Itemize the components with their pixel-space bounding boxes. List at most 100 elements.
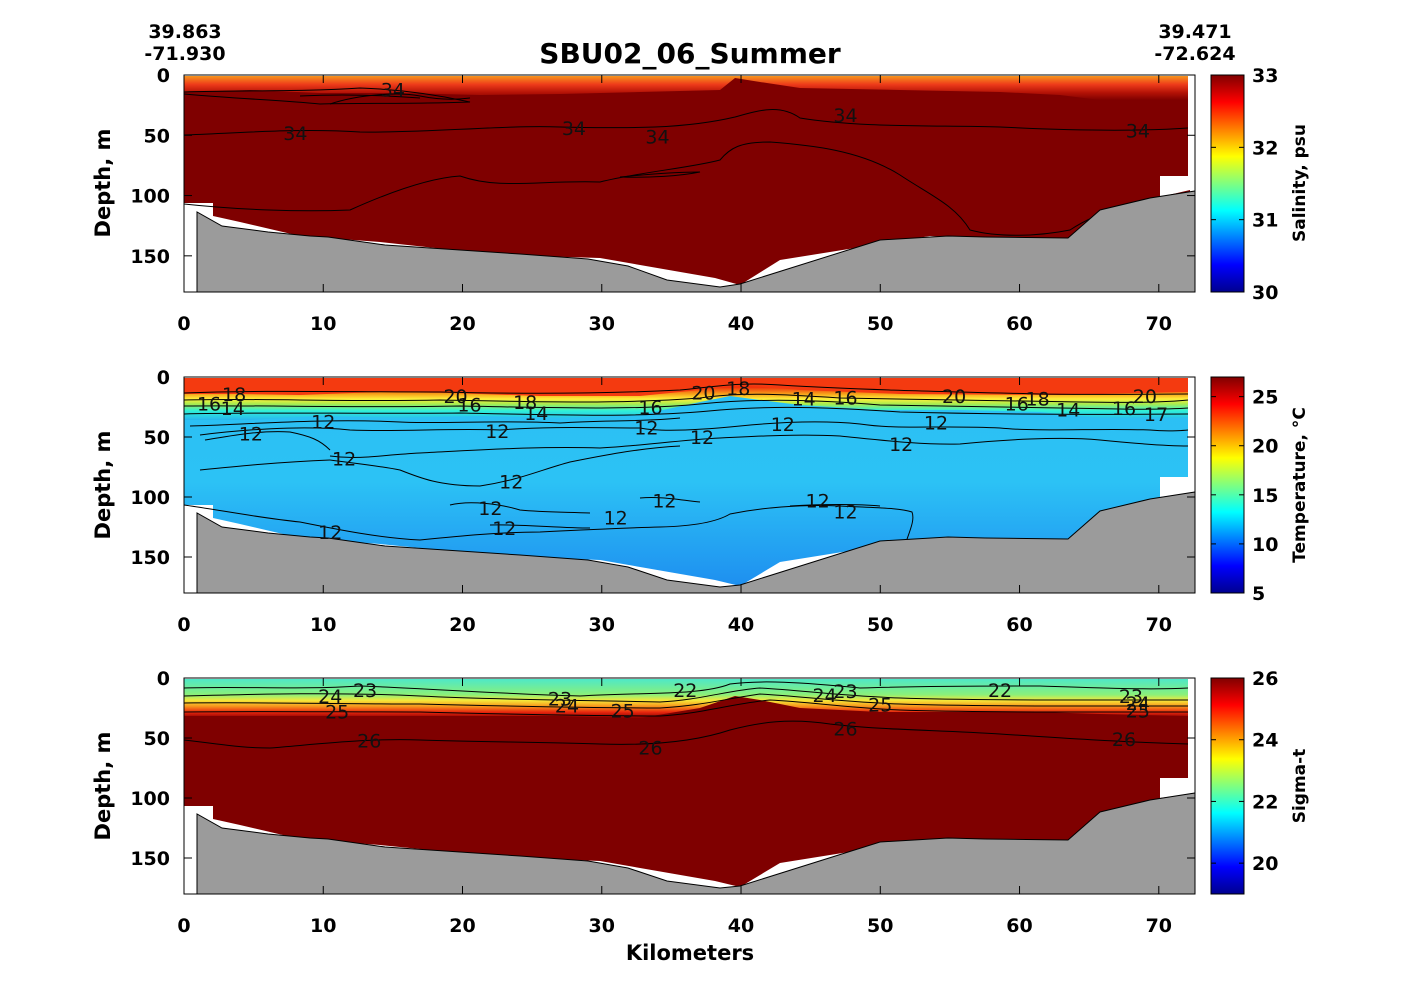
y-tick-label: 150 [130, 246, 170, 268]
contour-label: 25 [325, 702, 349, 724]
x-tick-label: 30 [589, 614, 615, 636]
colorbar-tick-label: 20 [1252, 436, 1278, 458]
contour-label: 25 [611, 700, 635, 722]
contour-label: 26 [833, 718, 857, 740]
temperature-colorbar-ticks: 5 10 15 20 25 [1211, 387, 1278, 605]
contour-label: 18 [1026, 389, 1050, 411]
sigma-t-colorbar [1210, 677, 1245, 895]
salinity-frame [183, 74, 1196, 293]
x-tick-label: 70 [1146, 614, 1172, 636]
contour-label: 17 [1144, 404, 1168, 426]
y-tick-label: 100 [130, 487, 170, 509]
salinity-surface-layer [184, 76, 1188, 100]
temperature-x-axis: 0 10 20 30 40 50 60 70 [177, 377, 1172, 636]
x-tick-label: 0 [177, 313, 190, 335]
start-latitude: 39.863 [148, 21, 221, 43]
temperature-y-label: Depth, m [91, 431, 115, 540]
contour-label: 12 [889, 434, 913, 456]
sigma-t-pycnocline-band [184, 679, 1188, 718]
temperature-bottom [196, 491, 1196, 594]
contour-label: 12 [652, 491, 676, 513]
x-tick-label: 70 [1146, 313, 1172, 335]
contour-label: 20 [942, 386, 966, 408]
salinity-y-label: Depth, m [91, 129, 115, 238]
x-tick-label: 20 [449, 915, 475, 937]
salinity-bottom [196, 190, 1196, 293]
contour-label: 16 [1005, 393, 1029, 415]
y-tick-label: 150 [130, 848, 170, 870]
contour-label: 22 [673, 680, 697, 702]
x-tick-label: 20 [449, 313, 475, 335]
colorbar-tick-label: 31 [1252, 210, 1278, 232]
x-tick-label: 60 [1006, 313, 1032, 335]
contour-label: 34 [381, 79, 405, 101]
colorbar-tick-label: 24 [1252, 730, 1278, 752]
end-latitude: 39.471 [1158, 21, 1231, 43]
y-tick-label: 50 [144, 728, 170, 750]
y-tick-label: 0 [157, 668, 170, 690]
y-tick-label: 100 [130, 788, 170, 810]
contour-label: 14 [1056, 399, 1080, 421]
contour-label: 34 [562, 118, 586, 140]
y-tick-label: 100 [130, 186, 170, 208]
y-tick-label: 0 [157, 65, 170, 87]
contour-label: 14 [221, 398, 245, 420]
x-tick-label: 40 [728, 915, 754, 937]
x-tick-label: 60 [1006, 915, 1032, 937]
x-tick-label: 0 [177, 915, 190, 937]
end-longitude: -72.624 [1154, 43, 1235, 65]
contour-label: 12 [499, 471, 523, 493]
contour-label: 12 [318, 522, 342, 544]
contour-label: 23 [833, 681, 857, 703]
contour-label: 14 [792, 389, 816, 411]
contour-label: 18 [222, 384, 246, 406]
colorbar-tick-label: 25 [1252, 387, 1278, 409]
salinity-y-axis: 0 50 100 150 [130, 65, 1195, 268]
temperature-colorbar-label: Temperature, °C [1290, 407, 1310, 563]
sigma-t-y-label: Depth, m [91, 732, 115, 841]
contour-label: 12 [332, 449, 356, 471]
contour-label: 23 [1119, 686, 1143, 708]
salinity-contour-labels: 34 34 34 34 34 34 [283, 79, 1150, 148]
contour-label: 24 [812, 685, 836, 707]
x-tick-label: 20 [449, 614, 475, 636]
temperature-contours [183, 383, 1189, 546]
colorbar-tick-label: 5 [1252, 583, 1265, 605]
contour-label: 26 [357, 730, 381, 752]
colorbar-tick-label: 33 [1252, 65, 1278, 87]
y-tick-label: 50 [144, 125, 170, 147]
salinity-contours [183, 87, 1189, 236]
x-tick-label: 60 [1006, 614, 1032, 636]
contour-label: 25 [868, 694, 892, 716]
x-axis-label: Kilometers [626, 941, 754, 965]
contour-label: 24 [318, 686, 342, 708]
salinity-x-axis: 0 10 20 30 40 50 60 70 [177, 75, 1172, 335]
contour-label: 20 [691, 383, 715, 405]
contour-label: 12 [239, 423, 263, 445]
contour-label: 24 [1126, 693, 1150, 715]
sigma-t-x-axis: 0 10 20 30 40 50 60 70 [177, 678, 1172, 937]
sigma-t-colorbar-ticks: 20 22 24 26 [1211, 668, 1278, 875]
contour-label: 12 [478, 498, 502, 520]
contour-label: 20 [443, 386, 467, 408]
x-tick-label: 0 [177, 614, 190, 636]
x-tick-label: 30 [589, 915, 615, 937]
temperature-frame [183, 376, 1196, 594]
colorbar-tick-label: 22 [1252, 791, 1278, 813]
contour-label: 34 [283, 123, 307, 145]
y-tick-label: 50 [144, 427, 170, 449]
sigma-t-frame [183, 677, 1196, 895]
contour-label: 22 [988, 680, 1012, 702]
sigma-t-y-axis: 0 50 100 150 [130, 668, 1195, 870]
x-tick-label: 50 [867, 313, 893, 335]
contour-label: 24 [555, 696, 579, 718]
contour-label: 12 [806, 491, 830, 513]
contour-label: 12 [690, 427, 714, 449]
colorbar-tick-label: 20 [1252, 853, 1278, 875]
contour-label: 16 [457, 395, 481, 417]
contour-label: 16 [1112, 398, 1136, 420]
salinity-panel: 34 34 34 34 34 34 0 10 20 30 40 50 60 70 0 50 100 150 D… [91, 65, 1310, 335]
x-tick-label: 50 [867, 915, 893, 937]
